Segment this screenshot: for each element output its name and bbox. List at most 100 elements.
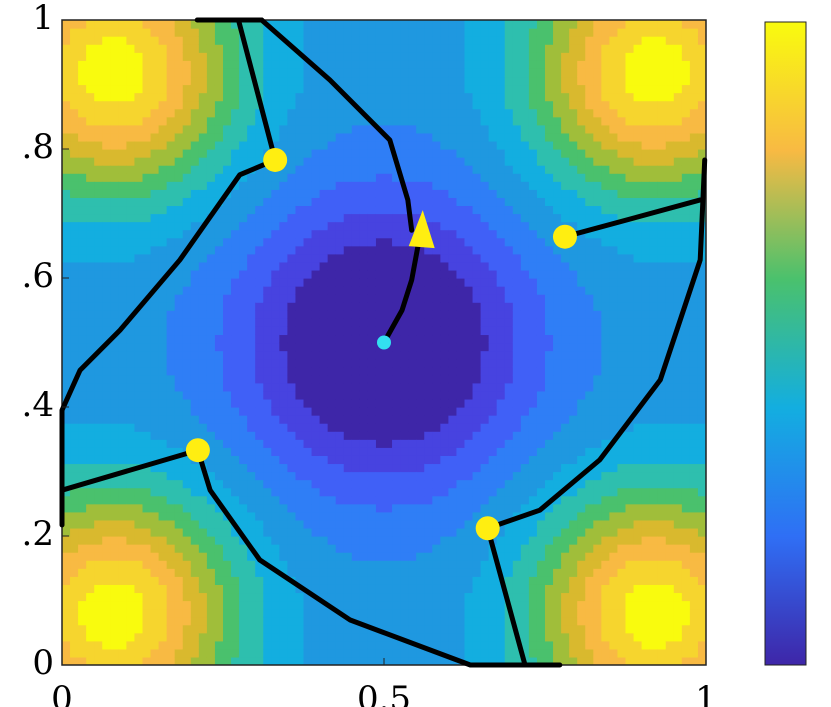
field-cell — [102, 431, 111, 440]
field-cell — [367, 616, 377, 626]
field-cell — [190, 398, 200, 408]
field-cell — [528, 471, 538, 481]
field-cell — [536, 84, 546, 94]
field-cell — [520, 189, 530, 198]
field-cell — [375, 269, 385, 279]
field-cell — [359, 648, 369, 658]
field-cell — [190, 197, 200, 207]
field-cell — [62, 76, 71, 86]
field-cell — [198, 108, 208, 118]
field-cell — [94, 648, 103, 658]
field-cell — [384, 479, 393, 489]
field-cell — [118, 463, 127, 473]
field-cell — [247, 237, 256, 247]
field-cell — [472, 76, 482, 86]
field-cell — [94, 560, 103, 569]
field-cell — [448, 253, 458, 263]
field-cell — [440, 237, 449, 247]
field-cell — [335, 302, 345, 311]
field-cell — [231, 326, 240, 336]
field-cell — [319, 310, 329, 319]
field-cell — [255, 334, 264, 344]
field-cell — [126, 253, 136, 263]
field-cell — [287, 20, 297, 29]
field-cell — [335, 36, 345, 45]
field-cell — [424, 568, 433, 577]
field-cell — [528, 92, 538, 102]
field-cell — [416, 463, 425, 473]
field-cell — [375, 326, 385, 336]
field-cell — [400, 616, 409, 626]
field-cell — [118, 616, 127, 626]
field-cell — [464, 616, 474, 626]
field-cell — [239, 68, 248, 78]
field-cell — [480, 648, 490, 658]
field-cell — [94, 84, 103, 94]
field-cell — [198, 592, 208, 602]
field-cell — [190, 157, 200, 166]
field-cell — [239, 286, 248, 295]
field-cell — [118, 592, 127, 602]
field-cell — [536, 149, 546, 158]
field-cell — [279, 92, 288, 102]
field-cell — [303, 455, 313, 465]
field-cell — [440, 503, 449, 513]
field-cell — [247, 149, 256, 158]
field-cell — [158, 407, 168, 416]
field-cell — [271, 342, 280, 352]
field-cell — [94, 366, 103, 376]
field-cell — [182, 36, 192, 45]
field-cell — [142, 253, 152, 263]
field-cell — [504, 302, 514, 311]
field-cell — [287, 415, 297, 424]
field-cell — [190, 60, 200, 69]
field-cell — [392, 342, 401, 352]
field-cell — [255, 326, 264, 336]
field-cell — [448, 197, 458, 207]
field-cell — [408, 173, 417, 182]
field-cell — [142, 398, 152, 408]
field-cell — [110, 519, 119, 529]
field-cell — [271, 439, 280, 448]
field-cell — [448, 431, 458, 440]
field-cell — [448, 455, 458, 465]
field-cell — [239, 568, 248, 577]
field-cell — [70, 342, 79, 352]
field-cell — [424, 552, 433, 561]
field-cell — [512, 471, 522, 481]
field-cell — [110, 382, 119, 392]
field-cell — [335, 495, 345, 505]
field-cell — [488, 447, 498, 456]
field-cell — [255, 237, 264, 247]
field-cell — [158, 237, 168, 247]
field-cell — [142, 116, 152, 126]
field-cell — [343, 149, 353, 158]
field-cell — [512, 350, 522, 360]
field-cell — [295, 36, 305, 45]
field-cell — [295, 407, 305, 416]
field-cell — [223, 576, 232, 585]
field-cell — [190, 503, 200, 513]
field-cell — [94, 374, 103, 384]
field-cell — [472, 600, 482, 610]
field-cell — [416, 302, 425, 311]
field-cell — [239, 334, 248, 344]
field-cell — [182, 181, 192, 190]
field-cell — [488, 205, 498, 215]
field-cell — [102, 286, 111, 295]
field-cell — [206, 632, 216, 642]
field-cell — [319, 140, 329, 150]
field-cell — [512, 318, 522, 327]
field-cell — [408, 326, 417, 336]
field-cell — [126, 245, 136, 255]
field-cell — [110, 197, 119, 207]
field-cell — [126, 568, 136, 577]
field-cell — [488, 439, 498, 448]
field-cell — [231, 455, 240, 465]
field-cell — [351, 447, 361, 456]
field-cell — [231, 302, 240, 311]
field-cell — [536, 342, 546, 352]
field-cell — [86, 286, 95, 295]
field-cell — [94, 157, 103, 166]
field-cell — [327, 382, 337, 392]
